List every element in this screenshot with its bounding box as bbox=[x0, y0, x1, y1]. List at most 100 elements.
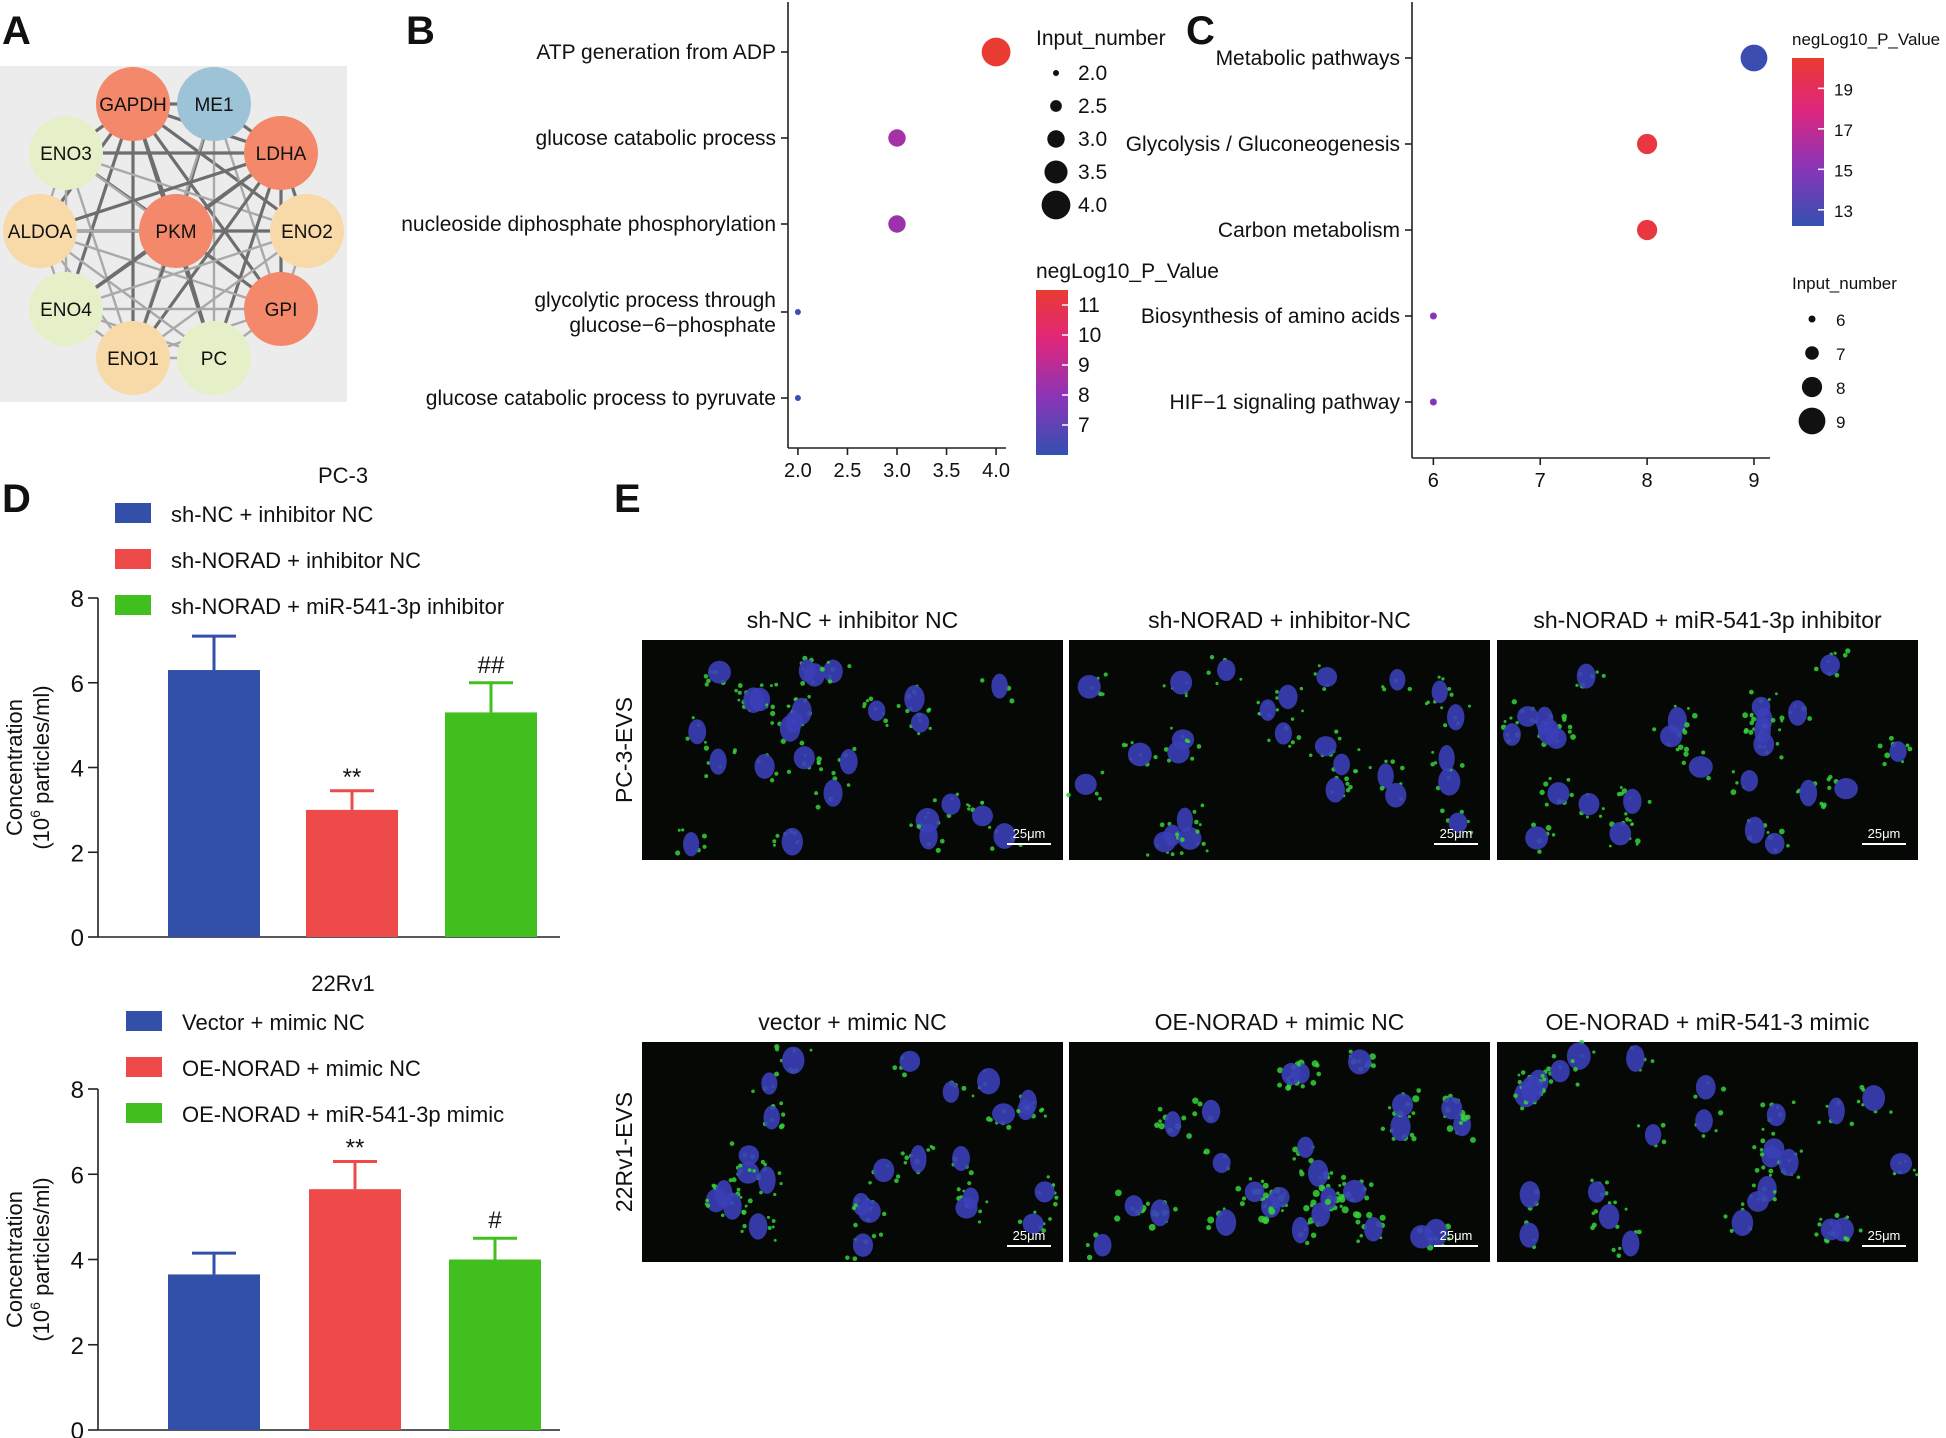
vesicle bbox=[977, 1220, 982, 1224]
vesicle bbox=[705, 1198, 710, 1203]
micrograph-grid: PC-3-EVS sh-NC + inhibitor NC 25μm sh-NORAD… bbox=[611, 607, 1919, 1262]
vesicle bbox=[1179, 851, 1184, 855]
vesicle bbox=[885, 723, 889, 728]
vesicle bbox=[1760, 1102, 1766, 1108]
vesicle bbox=[1170, 726, 1173, 730]
nucleus bbox=[736, 1161, 760, 1184]
vesicle bbox=[1748, 729, 1754, 735]
vesicle bbox=[1159, 822, 1165, 828]
vesicle bbox=[1570, 734, 1576, 740]
nucleus bbox=[1167, 741, 1190, 764]
vesicle bbox=[956, 1187, 961, 1192]
vesicle bbox=[1511, 699, 1517, 705]
y-tick-label: 8 bbox=[71, 586, 84, 613]
nucleus bbox=[1333, 753, 1351, 776]
vesicle bbox=[819, 666, 825, 672]
nucleus bbox=[1022, 1213, 1044, 1234]
nucleus bbox=[793, 746, 815, 770]
vesicle bbox=[1201, 841, 1206, 846]
nucleus bbox=[1525, 826, 1549, 850]
vesicle bbox=[928, 726, 932, 731]
vesicle bbox=[1154, 1122, 1160, 1129]
vesicle bbox=[774, 682, 779, 687]
nucleus bbox=[1890, 1152, 1913, 1175]
vesicle bbox=[871, 1233, 877, 1239]
vesicle bbox=[978, 1209, 983, 1214]
nucleus bbox=[941, 793, 961, 815]
vesicle bbox=[1513, 1093, 1518, 1099]
nucleus bbox=[1441, 1096, 1463, 1120]
vesicle bbox=[1258, 1215, 1266, 1223]
vesicle bbox=[865, 699, 869, 703]
vesicle bbox=[1277, 1067, 1284, 1074]
vesicle bbox=[702, 844, 707, 849]
vesicle bbox=[1338, 1184, 1342, 1187]
vesicle bbox=[1348, 1049, 1353, 1054]
vesicle bbox=[1400, 765, 1405, 771]
vesicle bbox=[1905, 743, 1910, 748]
vesicle bbox=[1206, 1224, 1212, 1231]
data-point bbox=[794, 395, 801, 401]
nucleus bbox=[1124, 1195, 1144, 1217]
vesicle bbox=[1190, 756, 1195, 761]
vesicle bbox=[760, 1159, 765, 1164]
vesicle bbox=[1720, 1086, 1727, 1092]
vesicle bbox=[773, 1192, 777, 1197]
vesicle bbox=[1366, 1211, 1373, 1219]
vesicle bbox=[685, 736, 690, 741]
vesicle bbox=[1300, 1084, 1305, 1089]
vesicle bbox=[1163, 747, 1169, 752]
color-legend-title: negLog10_P_Value bbox=[1036, 260, 1219, 283]
vesicle bbox=[831, 770, 836, 776]
vesicle bbox=[1148, 1223, 1156, 1231]
vesicle bbox=[1048, 1217, 1052, 1221]
nucleus bbox=[1766, 1103, 1786, 1127]
vesicle bbox=[961, 1085, 967, 1091]
nucleus bbox=[1308, 1159, 1329, 1187]
chart-title: 22Rv1 bbox=[311, 971, 375, 996]
vesicle bbox=[1467, 704, 1471, 708]
vesicle bbox=[1443, 723, 1448, 728]
vesicle bbox=[1817, 1120, 1821, 1125]
vesicle bbox=[775, 833, 780, 838]
nucleus bbox=[952, 1145, 970, 1171]
vesicle bbox=[1277, 1082, 1283, 1088]
nucleus bbox=[1170, 670, 1193, 695]
vesicle bbox=[1268, 1206, 1274, 1212]
micrograph: 25μm bbox=[1066, 640, 1490, 860]
vesicle bbox=[1239, 1201, 1245, 1207]
vesicle bbox=[703, 674, 709, 679]
vesicle bbox=[780, 738, 786, 744]
legend-swatch bbox=[126, 1057, 162, 1077]
vesicle bbox=[759, 683, 764, 687]
vesicle bbox=[1194, 819, 1199, 825]
vesicle bbox=[1173, 1206, 1178, 1212]
vesicle bbox=[1771, 1131, 1776, 1136]
vesicle bbox=[1706, 775, 1711, 781]
y-label-part: particles/ml) bbox=[29, 685, 54, 810]
nucleus bbox=[1778, 1148, 1799, 1177]
data-point bbox=[1740, 44, 1768, 72]
vesicle bbox=[766, 1215, 770, 1219]
vesicle bbox=[1241, 1196, 1247, 1201]
nucleus bbox=[910, 1145, 927, 1173]
size-legend-label: 7 bbox=[1836, 345, 1845, 364]
legend-label: Vector + mimic NC bbox=[182, 1010, 365, 1035]
vesicle bbox=[744, 1204, 748, 1208]
panel-label-a: A bbox=[2, 9, 31, 53]
vesicle bbox=[786, 769, 792, 774]
vesicle bbox=[1157, 1106, 1163, 1112]
vesicle bbox=[1877, 743, 1883, 749]
vesicle bbox=[1301, 709, 1304, 713]
vesicle bbox=[816, 760, 821, 766]
vesicle bbox=[720, 1213, 725, 1218]
nucleus bbox=[1074, 773, 1097, 795]
chart-title: PC-3 bbox=[318, 463, 368, 488]
vesicle bbox=[1619, 786, 1623, 789]
node-label: GPI bbox=[265, 300, 298, 321]
nucleus bbox=[1827, 1097, 1845, 1125]
vesicle bbox=[1907, 746, 1913, 752]
nucleus bbox=[1550, 1059, 1570, 1083]
vesicle bbox=[1686, 706, 1690, 710]
vesicle bbox=[799, 740, 805, 746]
